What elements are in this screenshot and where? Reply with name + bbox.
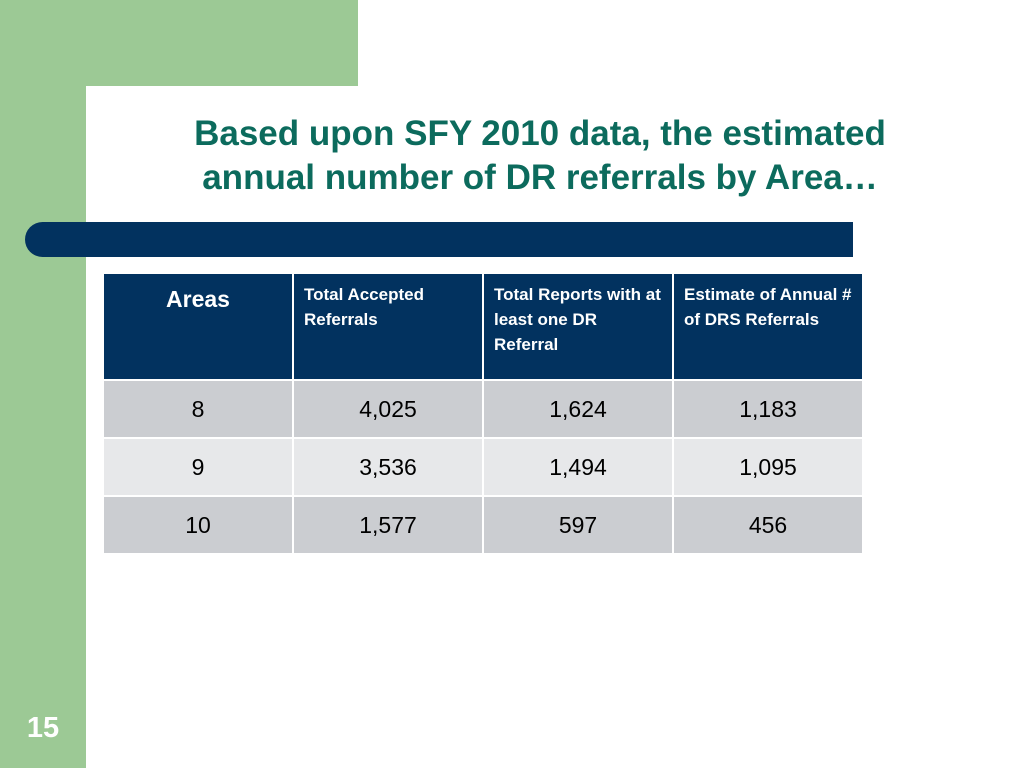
cell-total-reports: 1,624: [482, 379, 674, 439]
cell-area: 9: [102, 437, 294, 497]
cell-area: 8: [102, 379, 294, 439]
cell-estimate: 456: [672, 495, 864, 555]
header-estimate-annual-drs-referrals: Estimate of Annual # of DRS Referrals: [672, 272, 864, 381]
page-number: 15: [26, 712, 60, 744]
referrals-table: Areas Total Accepted Referrals Total Rep…: [102, 272, 864, 555]
cell-total-accepted: 1,577: [292, 495, 484, 555]
title-line-2: annual number of DR referrals by Area…: [202, 158, 878, 197]
cell-estimate: 1,183: [672, 379, 864, 439]
title-line-1: Based upon SFY 2010 data, the estimated: [194, 114, 886, 153]
cell-area: 10: [102, 495, 294, 555]
table-row: 9 3,536 1,494 1,095: [102, 437, 864, 497]
green-frame-top: [0, 0, 358, 86]
header-total-accepted-referrals: Total Accepted Referrals: [292, 272, 484, 381]
green-frame-left: [0, 0, 86, 768]
cell-total-reports: 597: [482, 495, 674, 555]
cell-total-accepted: 4,025: [292, 379, 484, 439]
table-row: 8 4,025 1,624 1,183: [102, 379, 864, 439]
header-areas: Areas: [102, 272, 294, 381]
table-header-row: Areas Total Accepted Referrals Total Rep…: [102, 272, 864, 381]
title-divider-bar: [25, 222, 853, 257]
table-row: 10 1,577 597 456: [102, 495, 864, 555]
cell-estimate: 1,095: [672, 437, 864, 497]
slide-title: Based upon SFY 2010 data, the estimated …: [100, 112, 980, 200]
cell-total-accepted: 3,536: [292, 437, 484, 497]
header-total-reports-dr-referral: Total Reports with at least one DR Refer…: [482, 272, 674, 381]
cell-total-reports: 1,494: [482, 437, 674, 497]
